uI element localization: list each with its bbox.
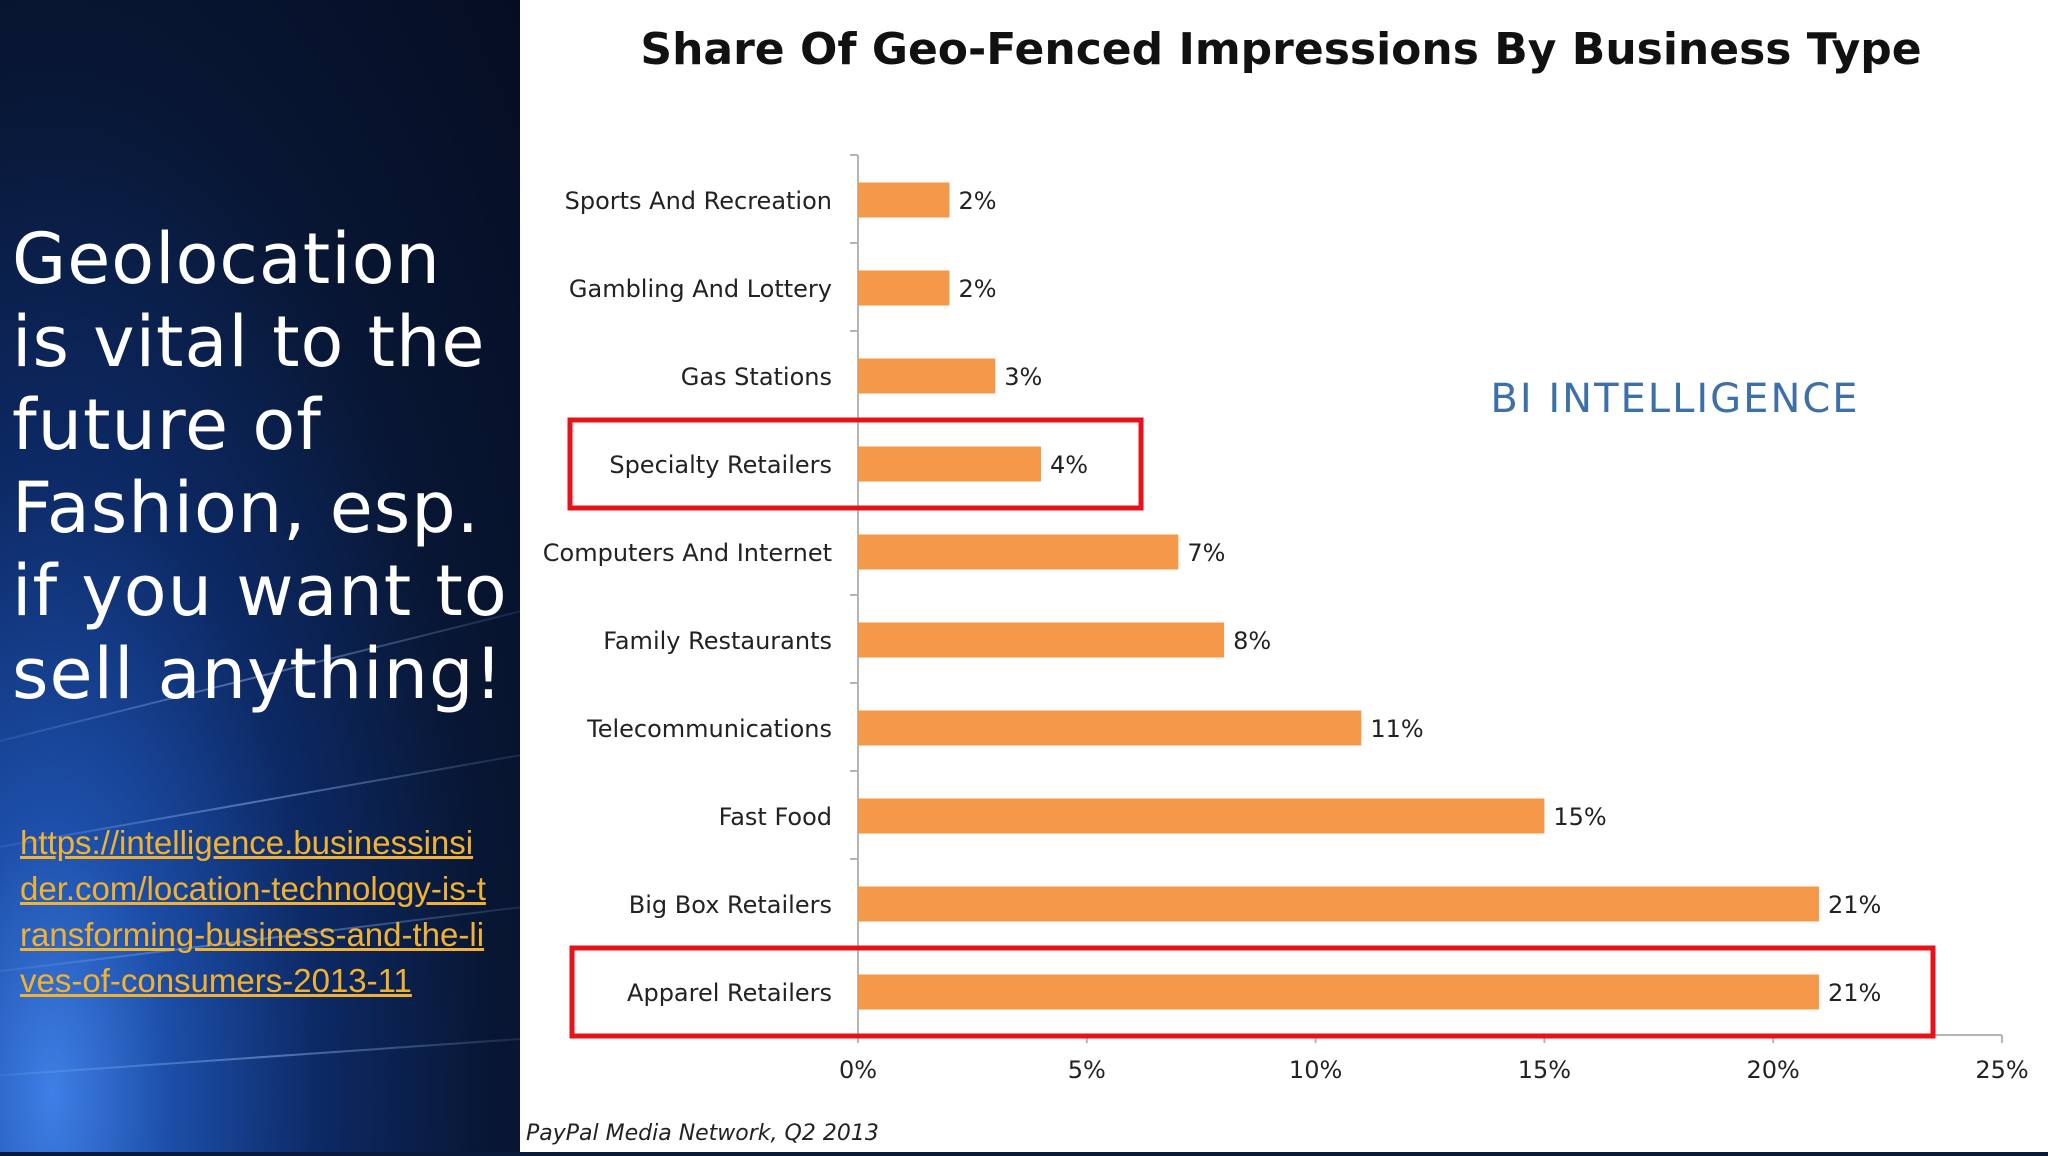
highlight-boxes — [567, 417, 1936, 1039]
y-category-label: Apparel Retailers — [627, 979, 832, 1007]
y-category-label: Gambling And Lottery — [569, 275, 832, 303]
bar — [858, 710, 1362, 746]
bar — [858, 358, 996, 394]
chart-panel: Share Of Geo-Fenced Impressions By Busin… — [520, 0, 2048, 1152]
bar — [858, 270, 950, 306]
y-category-label: Telecommunications — [586, 715, 832, 743]
bar-value-label: 4% — [1050, 451, 1088, 479]
chart-source: PayPal Media Network, Q2 2013 — [526, 1121, 879, 1146]
x-tick-label: 0% — [839, 1056, 877, 1084]
bi-intelligence-watermark: BI INTELLIGENCE — [1490, 376, 1859, 422]
bar-value-label: 11% — [1370, 715, 1423, 743]
bar-value-label: 7% — [1187, 539, 1225, 567]
bar-value-label: 8% — [1233, 627, 1271, 655]
x-tick-label: 15% — [1518, 1056, 1571, 1084]
chart-axes: 0% 5% 10% 15% 20% 25% Sports And Recreation Gam… — [543, 154, 2029, 1084]
slide-headline: Geolocation is vital to the future of Fa… — [12, 218, 508, 715]
highlight-box — [569, 945, 1936, 1039]
chart-bars: 2% 2% 3% 4% 7% 8% 11% 15% 21% 21% — [858, 182, 1881, 1010]
y-category-label: Big Box Retailers — [629, 891, 832, 919]
bar — [858, 886, 1819, 922]
bar-chart: Share Of Geo-Fenced Impressions By Busin… — [526, 24, 2029, 1146]
bar-value-label: 2% — [959, 187, 997, 215]
bar-value-label: 21% — [1828, 891, 1881, 919]
chart-title: Share Of Geo-Fenced Impressions By Busin… — [640, 24, 1921, 75]
y-category-label: Gas Stations — [681, 363, 832, 391]
y-category-label: Specialty Retailers — [609, 451, 832, 479]
y-category-label: Fast Food — [719, 803, 832, 831]
bar-value-label: 15% — [1553, 803, 1606, 831]
source-link[interactable]: https://intelligence.businessinsider.com… — [20, 824, 486, 999]
bar — [858, 534, 1179, 570]
y-category-label: Computers And Internet — [543, 539, 832, 567]
x-tick-label: 10% — [1289, 1056, 1342, 1084]
y-category-label: Family Restaurants — [603, 627, 832, 655]
background-streak — [0, 1031, 520, 1082]
x-tick-label: 5% — [1068, 1056, 1106, 1084]
x-tick-label: 25% — [1975, 1056, 2028, 1084]
bar-value-label: 3% — [1004, 363, 1042, 391]
highlight-box — [567, 417, 1144, 511]
bar — [858, 182, 950, 218]
y-category-label: Sports And Recreation — [565, 187, 832, 215]
x-tick-label: 20% — [1747, 1056, 1800, 1084]
bar — [858, 798, 1545, 834]
bar — [858, 622, 1225, 658]
bar — [858, 446, 1042, 482]
slide-text-panel: Geolocation is vital to the future of Fa… — [0, 0, 520, 1152]
bar-value-label: 21% — [1828, 979, 1881, 1007]
bar — [858, 974, 1819, 1010]
bar-value-label: 2% — [959, 275, 997, 303]
